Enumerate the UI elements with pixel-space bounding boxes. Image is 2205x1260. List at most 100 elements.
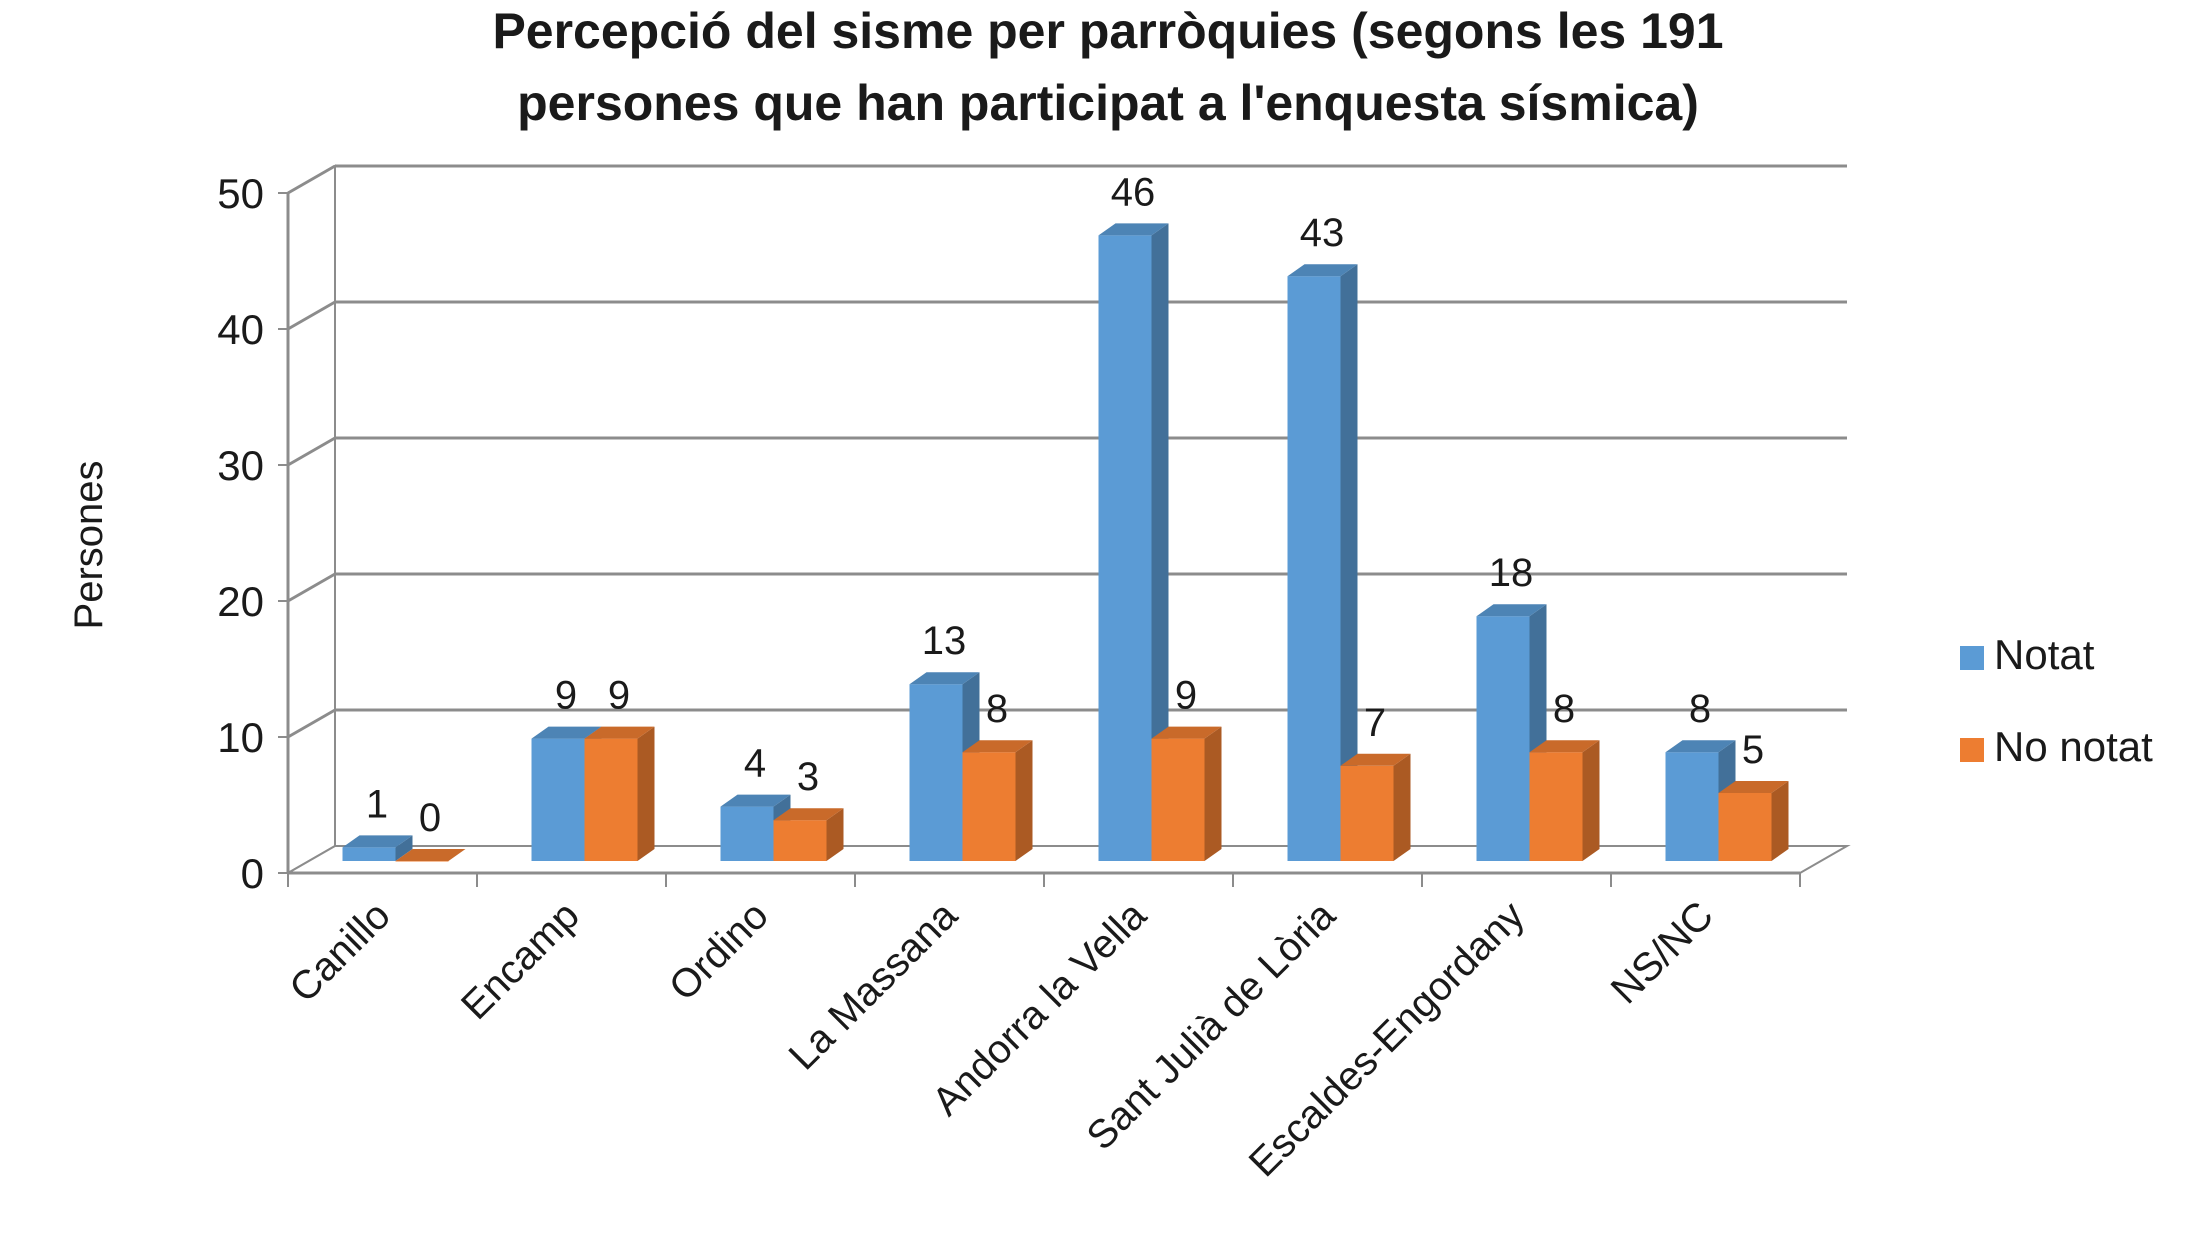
category-label-ns-nc: NS/NC bbox=[1603, 893, 1722, 1012]
data-label-no-notat-canillo: 0 bbox=[419, 796, 441, 840]
y-axis-title: Persones bbox=[67, 461, 111, 630]
bar-side-no-notat-escaldes-engordany bbox=[1582, 740, 1600, 861]
gridline-diagonal bbox=[287, 436, 336, 467]
y-tick-label: 10 bbox=[217, 714, 264, 761]
bar-front-notat-canillo bbox=[342, 847, 396, 861]
bar-front-no-notat-la-massana bbox=[962, 752, 1016, 861]
bar-top-no-notat-canillo bbox=[395, 849, 466, 861]
bar-top-notat-encamp bbox=[531, 726, 602, 739]
data-label-notat-andorra-la-vella: 46 bbox=[1111, 170, 1156, 214]
bar-top-no-notat-escaldes-engordany bbox=[1529, 740, 1600, 753]
side-wall bbox=[287, 164, 336, 875]
legend-swatch-notat bbox=[1960, 646, 1984, 670]
legend-label-no-notat: No notat bbox=[1994, 723, 2153, 770]
bar-top-notat-ns-nc bbox=[1665, 740, 1736, 753]
bar-no-notat-sant-julia-de-loria bbox=[1340, 753, 1411, 861]
data-label-notat-ordino: 4 bbox=[744, 742, 766, 786]
bar-front-no-notat-ordino bbox=[773, 820, 827, 861]
bar-top-no-notat-sant-julia-de-loria bbox=[1340, 753, 1411, 766]
bar-top-no-notat-ordino bbox=[773, 808, 844, 821]
data-label-notat-encamp: 9 bbox=[555, 674, 577, 718]
floor bbox=[284, 845, 1851, 874]
data-label-no-notat-la-massana: 8 bbox=[986, 687, 1008, 731]
bar-top-no-notat-encamp bbox=[584, 726, 655, 739]
bar-side-notat-canillo bbox=[395, 835, 413, 861]
gridline-diagonal bbox=[287, 572, 336, 603]
bar-no-notat-ns-nc bbox=[1718, 781, 1789, 861]
bar-no-notat-la-massana bbox=[962, 740, 1033, 861]
bar-top-notat-canillo bbox=[342, 835, 413, 848]
gridlines bbox=[284, 164, 1851, 875]
bar-side-no-notat-ordino bbox=[826, 808, 844, 861]
y-tick-label: 50 bbox=[217, 170, 264, 217]
y-tick-label: 40 bbox=[217, 306, 264, 353]
data-label-no-notat-encamp: 9 bbox=[608, 674, 630, 718]
data-label-no-notat-sant-julia-de-loria: 7 bbox=[1364, 701, 1386, 745]
bar-front-notat-sant-julia-de-loria bbox=[1287, 276, 1341, 861]
bar-front-notat-ns-nc bbox=[1665, 752, 1719, 861]
data-label-notat-escaldes-engordany: 18 bbox=[1489, 551, 1534, 595]
legend-swatch-no-notat bbox=[1960, 738, 1984, 762]
bar-top-notat-ordino bbox=[720, 794, 791, 807]
bar-front-notat-encamp bbox=[531, 738, 585, 861]
bar-front-notat-ordino bbox=[720, 806, 774, 861]
bar-no-notat-encamp bbox=[584, 726, 655, 861]
gridline-diagonal bbox=[287, 300, 336, 331]
bar-top-notat-sant-julia-de-loria bbox=[1287, 264, 1358, 277]
bar-front-notat-andorra-la-vella bbox=[1098, 235, 1152, 861]
category-label-la-massana: La Massana bbox=[781, 893, 967, 1079]
data-label-notat-la-massana: 13 bbox=[922, 619, 967, 663]
gridline-diagonal bbox=[287, 164, 336, 195]
bar-front-no-notat-canillo bbox=[395, 861, 449, 862]
data-label-no-notat-andorra-la-vella: 9 bbox=[1175, 674, 1197, 718]
y-tick-label: 30 bbox=[217, 442, 264, 489]
category-label-canillo: Canillo bbox=[281, 893, 399, 1011]
bar-front-notat-la-massana bbox=[909, 684, 963, 861]
bar-top-no-notat-andorra-la-vella bbox=[1151, 726, 1222, 739]
bar-notat-sant-julia-de-loria bbox=[1287, 264, 1358, 861]
bar-top-notat-la-massana bbox=[909, 672, 980, 685]
bars bbox=[342, 223, 1789, 862]
bar-top-notat-escaldes-engordany bbox=[1476, 604, 1547, 617]
bar-notat-canillo bbox=[342, 835, 413, 861]
y-tick-label: 20 bbox=[217, 578, 264, 625]
bar-front-no-notat-escaldes-engordany bbox=[1529, 752, 1583, 861]
bar-side-no-notat-encamp bbox=[637, 726, 655, 861]
category-label-ordino: Ordino bbox=[661, 893, 777, 1009]
bar-side-notat-andorra-la-vella bbox=[1151, 223, 1169, 861]
legend-label-notat: Notat bbox=[1994, 631, 2095, 678]
data-label-notat-canillo: 1 bbox=[366, 782, 388, 826]
bar-front-no-notat-ns-nc bbox=[1718, 793, 1772, 861]
bar-side-notat-sant-julia-de-loria bbox=[1340, 264, 1358, 861]
bar-no-notat-escaldes-engordany bbox=[1529, 740, 1600, 861]
bar-no-notat-ordino bbox=[773, 808, 844, 861]
bar-front-notat-escaldes-engordany bbox=[1476, 616, 1530, 861]
bar-no-notat-andorra-la-vella bbox=[1151, 726, 1222, 861]
data-label-no-notat-escaldes-engordany: 8 bbox=[1553, 687, 1575, 731]
bar-front-no-notat-sant-julia-de-loria bbox=[1340, 765, 1394, 861]
bar-side-no-notat-andorra-la-vella bbox=[1204, 726, 1222, 861]
gridline-diagonal bbox=[287, 708, 336, 739]
bar-side-no-notat-la-massana bbox=[1015, 740, 1033, 861]
data-label-notat-ns-nc: 8 bbox=[1689, 687, 1711, 731]
bar-top-no-notat-la-massana bbox=[962, 740, 1033, 753]
bar-top-notat-andorra-la-vella bbox=[1098, 223, 1169, 236]
y-tick-label: 0 bbox=[241, 850, 264, 897]
bar-side-no-notat-sant-julia-de-loria bbox=[1393, 753, 1411, 861]
bar-notat-andorra-la-vella bbox=[1098, 223, 1169, 861]
data-label-notat-sant-julia-de-loria: 43 bbox=[1300, 211, 1345, 255]
bar-side-no-notat-ns-nc bbox=[1771, 781, 1789, 861]
chart-title-line-1: Percepció del sisme per parròquies (sego… bbox=[492, 3, 1723, 59]
legend: Notat No notat bbox=[1960, 631, 2153, 770]
legend-item-no-notat: No notat bbox=[1960, 723, 2153, 770]
bar-top-no-notat-ns-nc bbox=[1718, 781, 1789, 793]
bar-front-no-notat-andorra-la-vella bbox=[1151, 738, 1205, 861]
bar-no-notat-canillo bbox=[395, 849, 466, 862]
bar-front-no-notat-encamp bbox=[584, 738, 638, 861]
data-label-no-notat-ordino: 3 bbox=[797, 755, 819, 799]
data-label-no-notat-ns-nc: 5 bbox=[1742, 728, 1764, 772]
